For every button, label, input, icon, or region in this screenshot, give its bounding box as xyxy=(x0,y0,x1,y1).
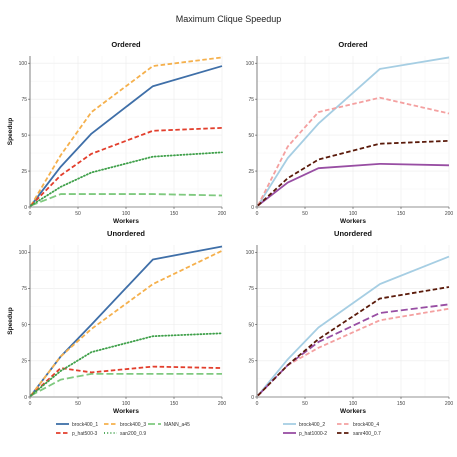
x-tick-label: 100 xyxy=(349,211,358,217)
x-tick-label: 50 xyxy=(75,211,81,217)
y-tick-label: 25 xyxy=(21,359,27,365)
series-line-p_hat500-3 xyxy=(30,127,223,207)
y-tick-label: 100 xyxy=(19,250,28,256)
y-tick-label: 50 xyxy=(248,133,254,139)
y-tick-label: 50 xyxy=(248,322,254,328)
legend-entry: p_hat1000-2 xyxy=(283,431,327,437)
y-tick-label: 75 xyxy=(21,286,27,292)
y-tick-label: 25 xyxy=(248,169,254,175)
x-tick-label: 0 xyxy=(29,211,32,217)
x-tick-label: 100 xyxy=(122,401,131,407)
chart-panels: 0 50 100 150 200 0 25 50 75 100 Ordered Workers Spee… xyxy=(7,40,453,415)
x-tick-label: 200 xyxy=(445,211,454,217)
legend-2: brock400_2 brock400_4 p_hat1000-2 sanr400_0… xyxy=(283,422,381,437)
x-tick-label: 50 xyxy=(75,401,81,407)
series-line-p_hat1000-2 xyxy=(257,303,450,397)
series-line-p_hat1000-2 xyxy=(257,162,450,207)
legend-entry: brock400_3 xyxy=(104,422,146,428)
panel-title: Ordered xyxy=(111,40,141,49)
x-axis-label: Workers xyxy=(113,408,139,415)
x-tick-label: 150 xyxy=(170,211,179,217)
legend-entry: san200_0.9 xyxy=(104,431,146,437)
series-line-MANN_a45 xyxy=(30,372,222,397)
figure-title: Maximum Clique Speedup xyxy=(176,14,282,24)
legend-entry: brock400_4 xyxy=(337,422,379,428)
chart-panel-4: 0 50 100 150 200 0 25 50 75 100 Unordered Workers xyxy=(246,229,454,415)
x-tick-label: 100 xyxy=(122,211,131,217)
y-tick-label: 25 xyxy=(248,359,254,365)
chart-panel-1: 0 50 100 150 200 0 25 50 75 100 Ordered Workers Spee… xyxy=(7,40,226,225)
series-line-brock400_3 xyxy=(30,249,223,397)
x-tick-label: 50 xyxy=(302,211,308,217)
panel-title: Unordered xyxy=(107,229,145,238)
y-tick-label: 75 xyxy=(248,97,254,103)
panel-title: Ordered xyxy=(338,40,368,49)
legend-label: p_hat1000-2 xyxy=(299,431,327,437)
x-tick-label: 200 xyxy=(445,401,454,407)
x-axis-label: Workers xyxy=(113,218,139,225)
y-tick-label: 100 xyxy=(19,61,28,67)
legend-label: p_hat500-3 xyxy=(72,431,98,437)
series-line-brock400_1 xyxy=(30,65,223,207)
y-tick-label: 75 xyxy=(248,286,254,292)
legend-label: brock400_2 xyxy=(299,422,325,428)
chart-panel-3: 0 50 100 150 200 0 25 50 75 100 Unordered Workers Sp… xyxy=(7,229,226,415)
y-tick-label: 0 xyxy=(24,395,27,401)
x-tick-label: 0 xyxy=(256,401,259,407)
legend-entry: p_hat500-3 xyxy=(56,431,98,437)
series-line-brock400_2 xyxy=(257,255,450,397)
chart-legends: brock400_1 brock400_3 MANN_a45 p_hat500-3 sa… xyxy=(56,422,381,437)
x-axis-label: Workers xyxy=(340,408,366,415)
series-line-MANN_a45 xyxy=(30,193,223,207)
series-line-brock400_4 xyxy=(257,96,450,206)
series-line-san200_0.9 xyxy=(30,151,223,207)
y-axis-label: Speedup xyxy=(7,118,14,145)
y-tick-label: 50 xyxy=(21,322,27,328)
y-tick-label: 100 xyxy=(246,61,255,67)
series-line-brock400_1 xyxy=(30,245,223,397)
series-line-sanr400_0.7 xyxy=(257,139,450,207)
x-tick-label: 0 xyxy=(256,211,259,217)
x-tick-label: 50 xyxy=(302,401,308,407)
y-axis-label: Speedup xyxy=(7,307,14,334)
legend-1: brock400_1 brock400_3 MANN_a45 p_hat500-3 sa… xyxy=(56,422,190,437)
y-tick-label: 100 xyxy=(246,250,255,256)
legend-entry: sanr400_0.7 xyxy=(337,431,381,437)
legend-label: sanr400_0.7 xyxy=(353,431,381,437)
y-tick-label: 50 xyxy=(21,133,27,139)
x-tick-label: 150 xyxy=(397,401,406,407)
chart-panel-2: 0 50 100 150 200 0 25 50 75 100 Ordered Workers xyxy=(246,40,454,225)
series-line-san200_0.9 xyxy=(30,332,223,397)
series-line-brock400_3 xyxy=(30,56,223,207)
series-line-brock400_2 xyxy=(257,56,450,207)
legend-entry: brock400_1 xyxy=(56,422,98,428)
y-tick-label: 25 xyxy=(21,169,27,175)
y-tick-label: 0 xyxy=(251,205,254,211)
x-tick-label: 0 xyxy=(29,401,32,407)
y-tick-label: 0 xyxy=(24,205,27,211)
y-tick-label: 0 xyxy=(251,395,254,401)
legend-entry: brock400_2 xyxy=(283,422,325,428)
x-tick-label: 200 xyxy=(218,401,227,407)
legend-label: brock400_1 xyxy=(72,422,98,428)
x-tick-label: 200 xyxy=(218,211,227,217)
legend-label: brock400_3 xyxy=(120,422,146,428)
x-tick-label: 150 xyxy=(170,401,179,407)
x-axis-label: Workers xyxy=(340,218,366,225)
legend-label: san200_0.9 xyxy=(120,431,146,437)
x-tick-label: 150 xyxy=(397,211,406,217)
legend-label: brock400_4 xyxy=(353,422,379,428)
series-line-sanr400_0.7 xyxy=(257,286,450,397)
legend-entry: MANN_a45 xyxy=(148,422,190,428)
panel-title: Unordered xyxy=(334,229,372,238)
y-tick-label: 75 xyxy=(21,97,27,103)
legend-label: MANN_a45 xyxy=(164,422,190,428)
series-line-p_hat500-3 xyxy=(30,365,223,397)
x-tick-label: 100 xyxy=(349,401,358,407)
